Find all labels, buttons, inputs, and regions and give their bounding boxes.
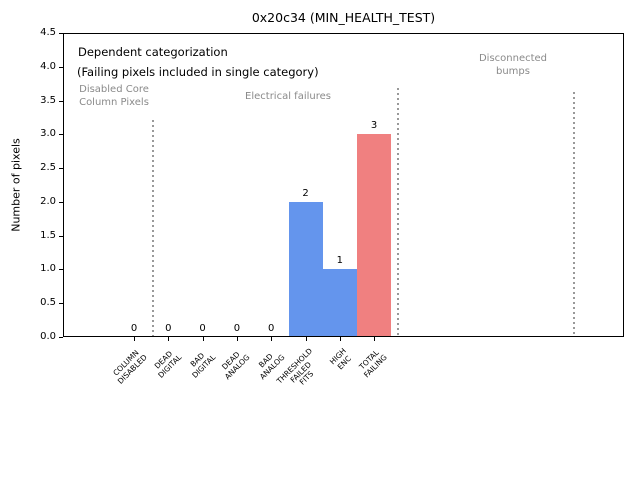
bar	[357, 134, 392, 336]
y-tick-mark	[59, 337, 63, 338]
x-tick-mark	[134, 337, 135, 341]
y-tick-mark	[59, 235, 63, 237]
x-tick-label: DEAD DIGITAL	[152, 349, 183, 380]
x-tick-label: TOTAL FAILING	[357, 348, 389, 380]
y-tick-mark	[59, 303, 63, 305]
bar-value-label: 0	[233, 323, 241, 334]
bar-value-label: 3	[370, 120, 378, 132]
x-tick-label: HIGH ENC	[328, 346, 354, 372]
y-tick-label: 1.5	[40, 229, 56, 241]
x-tick-mark	[374, 337, 376, 341]
bar	[288, 201, 323, 336]
y-tick-mark	[59, 201, 63, 203]
y-axis-label: Number of pixels	[9, 138, 23, 232]
plot-area	[63, 33, 624, 337]
y-tick-mark	[59, 66, 63, 68]
section-separator-dotted-line	[152, 120, 154, 336]
x-tick-label: BAD DIGITAL	[188, 350, 218, 380]
y-tick-label: 4.5	[40, 27, 56, 38]
x-tick-mark	[168, 337, 170, 341]
annotation-dependent-categorization: Dependent categorization	[78, 45, 228, 59]
x-tick-mark	[236, 337, 238, 341]
bar-value-label: 0	[165, 323, 172, 334]
section-separator-dotted-line	[573, 92, 575, 336]
y-tick-label: 0.5	[40, 297, 56, 309]
y-tick-label: 1.0	[40, 263, 56, 275]
y-tick-label: 0.0	[40, 331, 56, 342]
bar-value-label: 2	[302, 187, 309, 199]
annotation-failing-pixels-note: (Failing pixels included in single categ…	[77, 65, 319, 79]
x-tick-mark	[202, 337, 204, 341]
x-tick-label: COLUMN DISABLED	[111, 348, 149, 386]
section-label-electrical-failures: Electrical failures	[245, 91, 331, 102]
section-label-disabled-core-column-pixels: Disabled Core Column Pixels	[79, 84, 149, 108]
x-tick-mark	[305, 337, 307, 341]
y-tick-label: 4.0	[40, 60, 56, 72]
y-tick-mark	[59, 100, 63, 102]
y-tick-mark	[59, 134, 63, 136]
y-tick-mark	[59, 33, 63, 34]
x-tick-mark	[271, 337, 273, 341]
section-label-disconnected-bumps: Disconnected bumps	[478, 53, 548, 77]
bar-value-label: 0	[130, 323, 138, 334]
y-tick-mark	[59, 269, 63, 271]
bar	[322, 269, 357, 336]
chart-title: 0x20c34 (MIN_HEALTH_TEST)	[251, 10, 436, 25]
x-tick-mark	[339, 337, 341, 341]
section-separator-dotted-line	[397, 88, 399, 336]
y-tick-mark	[59, 168, 63, 170]
y-tick-label: 2.0	[40, 195, 56, 207]
bar-value-label: 0	[199, 323, 206, 334]
y-tick-label: 2.5	[40, 162, 56, 174]
y-tick-label: 3.5	[40, 94, 56, 106]
y-tick-label: 3.0	[40, 128, 56, 140]
x-tick-label: DEAD ANALOG	[220, 349, 252, 381]
bar-value-label: 1	[336, 255, 343, 267]
bar-value-label: 0	[268, 323, 275, 334]
